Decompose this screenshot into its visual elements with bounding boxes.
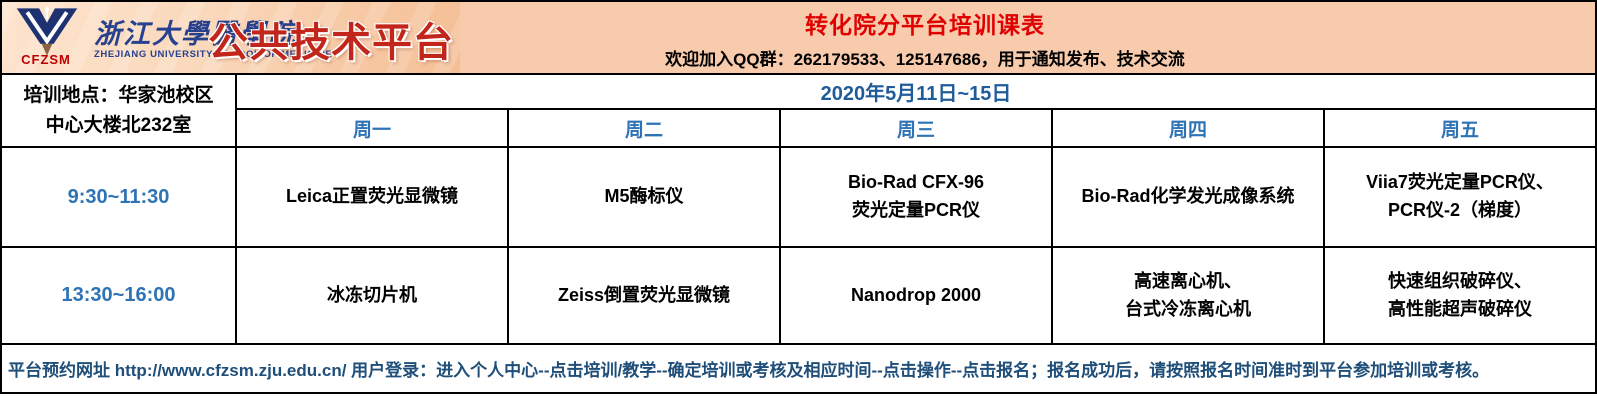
weekday-header-wednesday: 周三 — [781, 110, 1053, 148]
school-name-chinese: 浙江大學醫學院 — [94, 19, 297, 50]
weekday-header-monday: 周一 — [237, 110, 509, 148]
course-cell: M5酶标仪 — [509, 148, 781, 248]
course-cell: Bio-Rad CFX-96 荧光定量PCR仪 — [781, 148, 1053, 248]
course-cell: 冰冻切片机 — [237, 248, 509, 345]
banner-spacer — [1390, 2, 1595, 73]
school-name-english: ZHEJIANG UNIVERSITY SCHOOL OF MEDICINE — [94, 49, 333, 60]
time-slot-afternoon: 13:30~16:00 — [2, 248, 237, 345]
header-banner: CFZSM 浙江大學醫學院 ZHEJIANG UNIVERSITY SCHOOL… — [0, 0, 1597, 73]
course-cell: Nanodrop 2000 — [781, 248, 1053, 345]
banner-title-block: 转化院分平台培训课表 欢迎加入QQ群：262179533、125147686，用… — [460, 2, 1390, 73]
course-cell: Bio-Rad化学发光成像系统 — [1053, 148, 1325, 248]
page-title: 转化院分平台培训课表 — [805, 11, 1045, 38]
training-location: 培训地点：华家池校区 中心大楼北232室 — [2, 75, 237, 148]
cfzsm-logo-icon — [16, 7, 78, 56]
platform-name: 公共技术平台 — [208, 19, 454, 66]
school-logo-block: CFZSM 浙江大學醫學院 ZHEJIANG UNIVERSITY SCHOOL… — [2, 2, 460, 73]
weekday-header-thursday: 周四 — [1053, 110, 1325, 148]
booking-instructions: 平台预约网址 http://www.cfzsm.zju.edu.cn/ 用户登录… — [2, 345, 1597, 394]
course-cell: 高速离心机、 台式冷冻离心机 — [1053, 248, 1325, 345]
banner-art — [2, 2, 460, 73]
course-cell: Leica正置荧光显微镜 — [237, 148, 509, 248]
course-cell: Zeiss倒置荧光显微镜 — [509, 248, 781, 345]
logo-acronym-label: CFZSM — [21, 52, 71, 67]
time-slot-morning: 9:30~11:30 — [2, 148, 237, 248]
qq-group-notice: 欢迎加入QQ群：262179533、125147686，用于通知发布、技术交流 — [665, 49, 1185, 69]
date-range-header: 2020年5月11日~15日 — [237, 75, 1597, 110]
course-cell: Viia7荧光定量PCR仪、 PCR仪-2（梯度） — [1325, 148, 1597, 248]
weekday-header-friday: 周五 — [1325, 110, 1597, 148]
schedule-table: 培训地点：华家池校区 中心大楼北232室 2020年5月11日~15日 周一 周… — [0, 73, 1597, 394]
weekday-header-tuesday: 周二 — [509, 110, 781, 148]
course-cell: 快速组织破碎仪、 高性能超声破碎仪 — [1325, 248, 1597, 345]
